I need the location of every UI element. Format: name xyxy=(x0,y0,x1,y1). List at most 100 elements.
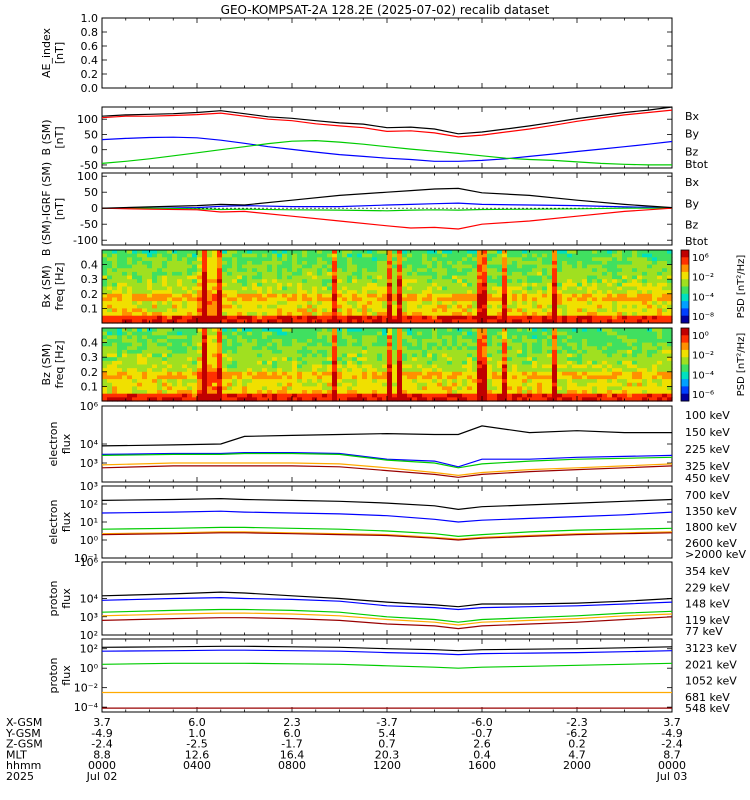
spectrogram-cell xyxy=(627,335,633,340)
spectrogram-cell xyxy=(137,250,143,255)
spectrogram-cell xyxy=(352,282,358,288)
spectrogram-cell xyxy=(547,312,553,317)
spectrogram-cell xyxy=(297,315,303,320)
spectrogram-cell xyxy=(202,386,208,391)
spectrogram-cell xyxy=(292,319,298,324)
spectrogram-cell xyxy=(157,257,163,262)
spectrogram-cell xyxy=(557,342,563,347)
spectrogram-cell xyxy=(587,379,593,384)
spectrogram-cell xyxy=(107,397,113,402)
spectrogram-cell xyxy=(192,279,198,284)
spectrogram-cell xyxy=(477,275,483,280)
spectrogram-cell xyxy=(387,271,393,277)
spectrogram-cell xyxy=(362,297,368,302)
spectrogram-cell xyxy=(442,319,448,324)
spectrogram-cell xyxy=(302,308,308,313)
spectrogram-cell xyxy=(182,315,188,320)
spectrogram-cell xyxy=(257,338,263,344)
spectrogram-cell xyxy=(157,264,163,269)
spectrogram-cell xyxy=(237,390,243,395)
spectrogram-cell xyxy=(292,253,298,258)
spectrogram-cell xyxy=(437,290,443,295)
spectrogram-cell xyxy=(277,371,283,377)
spectrogram-cell xyxy=(207,308,213,313)
spectrogram-cell xyxy=(307,253,313,258)
spectrogram-cell xyxy=(332,264,338,269)
spectrogram-cell xyxy=(297,390,303,395)
spectrogram-cell xyxy=(592,386,598,391)
spectrogram-cell xyxy=(587,346,593,351)
spectrogram-cell xyxy=(332,357,338,362)
spectrogram-cell xyxy=(657,297,663,302)
spectrogram-cell xyxy=(117,338,123,344)
spectrogram-cell xyxy=(592,286,598,291)
spectrogram-cell xyxy=(332,304,338,309)
spectrogram-cell xyxy=(107,371,113,377)
spectrogram-cell xyxy=(477,282,483,288)
spectrogram-cell xyxy=(267,275,273,280)
spectrogram-cell xyxy=(292,308,298,313)
spectrogram-cell xyxy=(187,342,193,347)
spectrogram-cell xyxy=(192,342,198,347)
spectrogram-cell xyxy=(322,335,328,340)
spectrogram-cell xyxy=(597,364,603,369)
spectrogram-cell xyxy=(357,375,363,380)
spectrogram-cell xyxy=(307,349,313,355)
spectrogram-cell xyxy=(467,260,473,266)
spectrogram-cell xyxy=(457,250,463,255)
spectrogram-cell xyxy=(442,301,448,306)
spectrogram-cell xyxy=(277,268,283,273)
spectrogram-cell xyxy=(427,279,433,284)
spectrogram-cell xyxy=(477,264,483,269)
spectrogram-cell xyxy=(312,315,318,320)
spectrogram-cell xyxy=(572,397,578,402)
spectrogram-cell xyxy=(217,349,223,355)
spectrogram-cell xyxy=(612,271,618,277)
spectrogram-cell xyxy=(597,315,603,320)
spectrogram-cell xyxy=(112,338,118,344)
spectrogram-cell xyxy=(102,301,108,306)
spectrogram-cell xyxy=(517,315,523,320)
spectrogram-cell xyxy=(462,275,468,280)
series-line xyxy=(101,187,673,209)
spectrogram-cell xyxy=(542,397,548,402)
spectrogram-cell xyxy=(577,264,583,269)
spectrogram-cell xyxy=(492,275,498,280)
spectrogram-cell xyxy=(107,312,113,317)
spectrogram-cell xyxy=(167,297,173,302)
spectrogram-cell xyxy=(347,342,353,347)
spectrogram-cell xyxy=(457,312,463,317)
spectrogram-cell xyxy=(417,260,423,266)
spectrogram-cell xyxy=(407,275,413,280)
spectrogram-cell xyxy=(642,297,648,302)
spectrogram-cell xyxy=(312,260,318,266)
legend-entry: Bx xyxy=(685,110,700,123)
spectrogram-cell xyxy=(662,379,668,384)
spectrogram-cell xyxy=(537,382,543,387)
spectrogram-cell xyxy=(417,346,423,351)
spectrogram-cell xyxy=(242,338,248,344)
spectrogram-cell xyxy=(627,397,633,402)
spectrogram-cell xyxy=(572,342,578,347)
spectrogram-cell xyxy=(517,360,523,366)
spectrogram-cell xyxy=(402,253,408,258)
spectrogram-cell xyxy=(327,346,333,351)
spectrogram-cell xyxy=(542,312,548,317)
spectrogram-cell xyxy=(647,382,653,387)
spectrogram-cell xyxy=(162,386,168,391)
spectrogram-cell xyxy=(237,308,243,313)
spectrogram-cell xyxy=(267,297,273,302)
spectrogram-cell xyxy=(407,342,413,347)
spectrogram-cell xyxy=(267,357,273,362)
spectrogram-cell xyxy=(607,349,613,355)
spectrogram-cell xyxy=(587,312,593,317)
spectrogram-cell xyxy=(607,301,613,306)
spectrogram-cell xyxy=(382,357,388,362)
spectrogram-cell xyxy=(387,393,393,398)
spectrogram-cell xyxy=(562,279,568,284)
spectrogram-cell xyxy=(497,379,503,384)
spectrogram-cell xyxy=(402,393,408,398)
spectrogram-cell xyxy=(607,286,613,291)
spectrogram-cell xyxy=(207,257,213,262)
spectrogram-cell xyxy=(657,286,663,291)
